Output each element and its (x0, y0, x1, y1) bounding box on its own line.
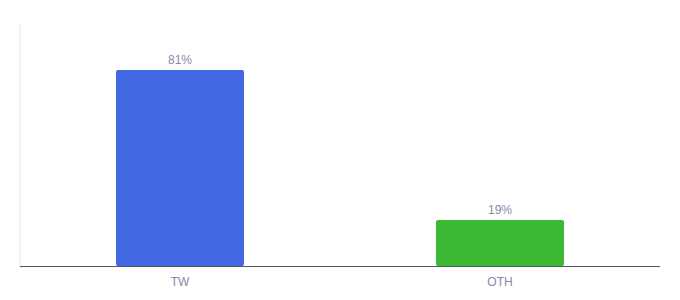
data-label: 81% (168, 53, 192, 67)
x-tick-label: OTH (487, 275, 512, 289)
y-axis-line (20, 24, 21, 266)
x-tick-label: TW (171, 275, 190, 289)
chart-svg: 81% 19% TW OTH (0, 0, 680, 300)
bar (436, 220, 564, 266)
x-axis-line (20, 266, 660, 267)
bars (116, 70, 564, 266)
bar (116, 70, 244, 266)
chart-container: 81% 19% TW OTH (0, 0, 680, 300)
data-label: 19% (488, 203, 512, 217)
